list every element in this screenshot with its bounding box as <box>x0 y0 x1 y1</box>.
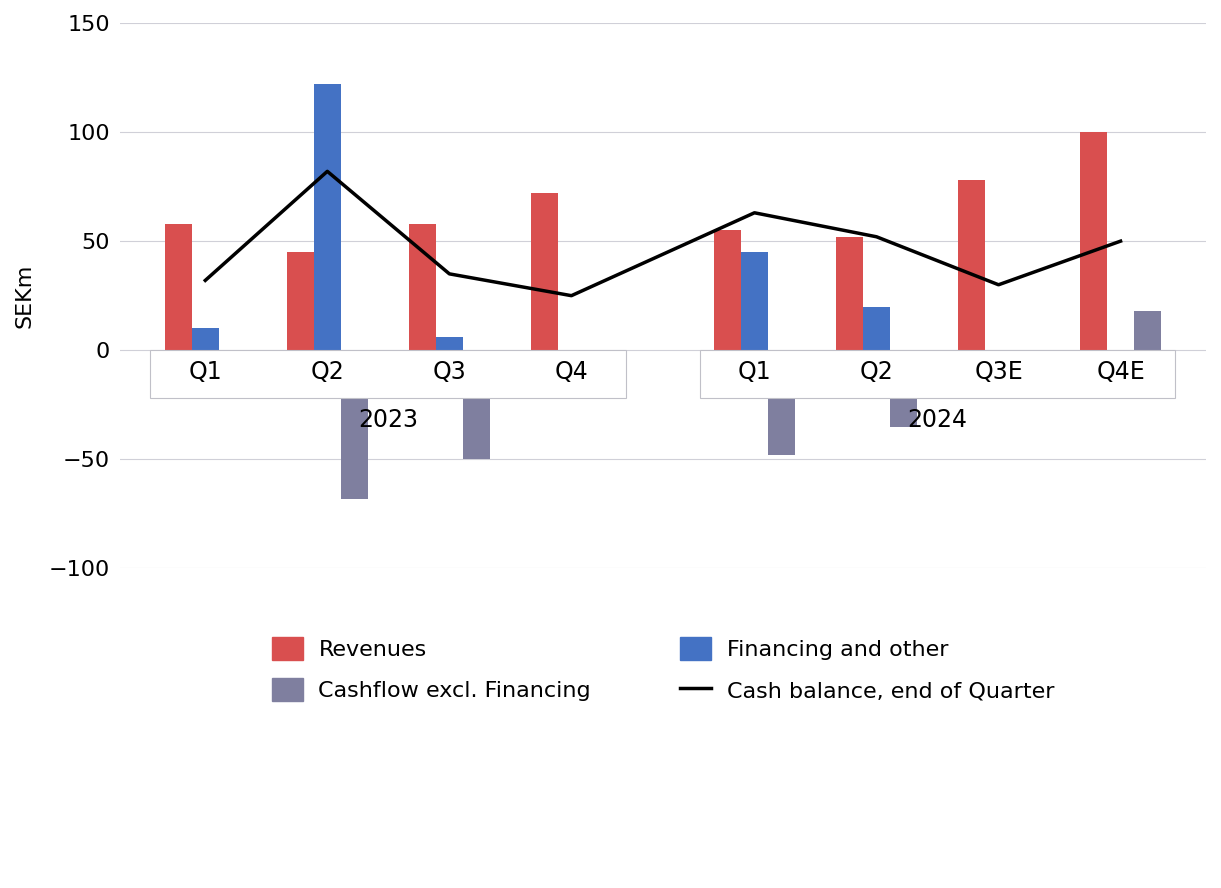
Bar <box>836 237 863 350</box>
Bar <box>531 194 558 350</box>
Text: Q3E: Q3E <box>974 360 1023 384</box>
Bar <box>165 224 192 350</box>
Text: Q3: Q3 <box>432 360 466 384</box>
Bar <box>314 84 341 350</box>
Legend: Revenues, Cashflow excl. Financing, Financing and other, Cash balance, end of Qu: Revenues, Cashflow excl. Financing, Fina… <box>263 629 1063 710</box>
Text: 2024: 2024 <box>907 408 967 432</box>
Bar <box>463 350 490 459</box>
Bar <box>714 230 741 350</box>
Bar <box>409 224 436 350</box>
Bar <box>585 350 612 368</box>
Text: Q4E: Q4E <box>1096 360 1145 384</box>
Text: Q2: Q2 <box>860 360 894 384</box>
Bar <box>1134 311 1161 350</box>
Bar <box>863 306 890 350</box>
Bar <box>150 350 626 398</box>
Text: Q4: Q4 <box>554 360 589 384</box>
Text: Q1: Q1 <box>737 360 772 384</box>
Bar <box>219 350 245 372</box>
Bar <box>768 350 795 455</box>
Text: 2023: 2023 <box>358 408 419 432</box>
Bar <box>287 252 314 350</box>
Bar <box>436 337 463 350</box>
Bar <box>890 350 917 426</box>
Text: Q2: Q2 <box>310 360 344 384</box>
Bar <box>341 350 368 498</box>
Text: Q1: Q1 <box>188 360 222 384</box>
Bar <box>958 180 985 350</box>
Bar <box>1081 132 1107 350</box>
Bar <box>192 329 219 350</box>
Bar <box>1012 350 1039 368</box>
Bar <box>700 350 1176 398</box>
Bar <box>741 252 768 350</box>
Y-axis label: SEKm: SEKm <box>15 264 35 328</box>
